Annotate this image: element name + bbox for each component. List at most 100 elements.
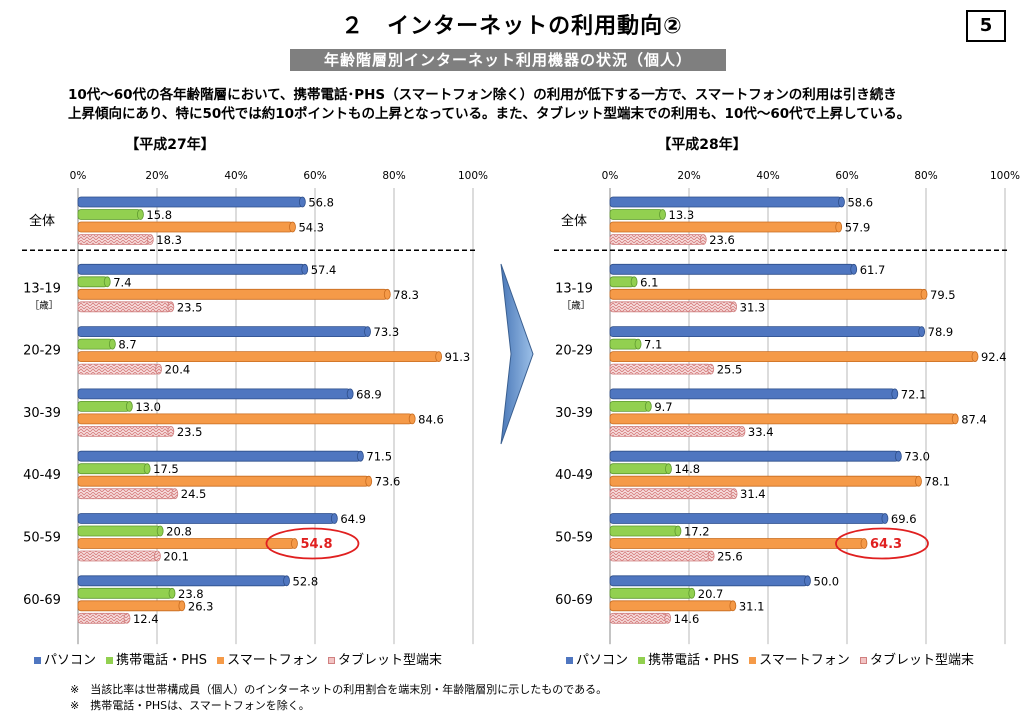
- data-label: 54.8: [300, 537, 332, 552]
- bar-tablet: [609, 550, 712, 562]
- bar-mobile: [77, 463, 148, 475]
- bar-cap: [156, 525, 164, 537]
- legend-swatch-icon: [106, 657, 114, 664]
- bar-tablet: [77, 550, 158, 562]
- category-label: 50-59: [23, 531, 61, 546]
- description-line-2: 上昇傾向にあり、特に50代では約10ポイントもの上昇となっている。また、タブレッ…: [68, 106, 911, 122]
- data-label: 31.3: [740, 300, 766, 314]
- bar-mobile: [609, 587, 693, 599]
- bar-cap: [881, 513, 889, 524]
- bar-tablet: [77, 234, 151, 245]
- bar-smartphone: [609, 600, 734, 612]
- bar-smartphone: [77, 221, 293, 233]
- legend-swatch-icon: [34, 657, 41, 664]
- data-label: 54.3: [298, 221, 324, 235]
- bar-mobile: [77, 525, 161, 537]
- bar-cap: [920, 288, 928, 300]
- bar-tablet: [609, 363, 712, 375]
- bar-cap: [291, 538, 298, 549]
- age-unit-label: ［歳］: [562, 299, 591, 311]
- bar-cap: [289, 221, 296, 233]
- data-label: 57.4: [311, 263, 337, 277]
- bar-mobile: [609, 338, 639, 350]
- data-label: 73.0: [904, 450, 930, 464]
- bar-cap: [153, 550, 161, 562]
- bar-cap: [804, 575, 811, 587]
- bar-pc: [609, 326, 923, 338]
- category-label: 13-19: [555, 281, 593, 296]
- bar-mobile: [77, 276, 108, 288]
- legend-item-smartphone: スマートフォン: [217, 653, 318, 668]
- bar-pc: [609, 196, 842, 208]
- bar-smartphone: [609, 413, 956, 425]
- bar-smartphone: [77, 600, 183, 612]
- bar-cap: [860, 538, 868, 549]
- bar-cap: [146, 234, 154, 245]
- bar-mobile: [609, 525, 679, 537]
- data-label: 14.6: [674, 612, 700, 626]
- description-line-1: 10代～60代の各年齢階層において、携帯電話･PHS（スマートフォン除く）の利用…: [68, 87, 897, 103]
- data-label: 84.6: [418, 412, 444, 426]
- bar-pc: [609, 263, 855, 275]
- bar-tablet: [609, 234, 704, 245]
- data-label: 24.5: [181, 487, 207, 501]
- bar-tablet: [609, 301, 735, 313]
- data-label: 91.3: [445, 350, 471, 364]
- category-label: 20-29: [23, 344, 61, 359]
- data-label: 78.9: [928, 325, 954, 339]
- category-label: 50-59: [555, 531, 593, 546]
- bar-pc: [77, 263, 306, 275]
- bar-cap: [835, 221, 843, 233]
- bar-pc: [77, 513, 335, 524]
- bar-cap: [383, 288, 391, 300]
- bar-cap: [137, 209, 144, 220]
- category-label: 全体: [29, 213, 55, 229]
- legend-item-pc: パソコン: [566, 653, 628, 668]
- data-label: 6.1: [640, 275, 658, 289]
- data-label: 26.3: [188, 599, 214, 613]
- bar-tablet: [77, 363, 159, 375]
- legend-swatch-icon: [327, 657, 335, 664]
- data-label: 79.5: [930, 288, 956, 302]
- legend-h27: パソコン 携帯電話・PHS スマートフォン タブレット型端末: [34, 649, 448, 668]
- bar-cap: [674, 525, 682, 537]
- x-tick-label: 100%: [990, 170, 1020, 182]
- data-label: 13.0: [135, 400, 161, 414]
- data-label: 72.1: [901, 387, 927, 401]
- data-label: 71.5: [366, 450, 392, 464]
- bar-pc: [77, 388, 351, 400]
- bar-cap: [918, 326, 926, 338]
- data-label: 61.7: [860, 263, 886, 277]
- bar-pc: [609, 513, 886, 524]
- bar-mobile: [609, 463, 669, 475]
- bar-cap: [103, 276, 111, 288]
- bar-cap: [659, 209, 666, 220]
- bar-mobile: [609, 276, 635, 288]
- bar-smartphone: [77, 288, 388, 300]
- bar-cap: [178, 600, 186, 612]
- highlight-circle: [265, 527, 360, 560]
- bar-mobile: [77, 338, 113, 350]
- x-tick-label: 0%: [602, 170, 619, 182]
- bar-smartphone: [77, 475, 370, 487]
- bar-tablet: [77, 488, 176, 500]
- data-label: 20.8: [166, 525, 192, 539]
- bar-cap: [630, 276, 638, 288]
- chart-panel-h27: 【平成27年】 0% 20% 40% 60% 80% 100% 全体 56.8 15.8 54.3…: [0, 134, 500, 674]
- data-label: 23.6: [709, 233, 735, 247]
- category-label: 40-49: [555, 468, 593, 483]
- x-tick-label: 60%: [835, 170, 858, 182]
- category-label: 30-39: [555, 406, 593, 421]
- legend-item-pc: パソコン: [34, 653, 96, 668]
- data-label: 25.6: [717, 550, 743, 564]
- bar-cap: [729, 600, 737, 612]
- category-label: 60-69: [23, 593, 61, 608]
- category-label: 40-49: [23, 468, 61, 483]
- data-label: 73.6: [375, 475, 401, 489]
- x-tick-label: 0%: [70, 170, 87, 182]
- data-label: 9.7: [654, 400, 672, 414]
- bar-cap: [168, 587, 176, 599]
- footnotes: ※ 当該比率は世帯構成員（個人）のインターネットの利用割合を端末別・年齢階層別に…: [70, 682, 607, 714]
- x-tick-label: 40%: [756, 170, 779, 182]
- bar-smartphone: [609, 221, 840, 233]
